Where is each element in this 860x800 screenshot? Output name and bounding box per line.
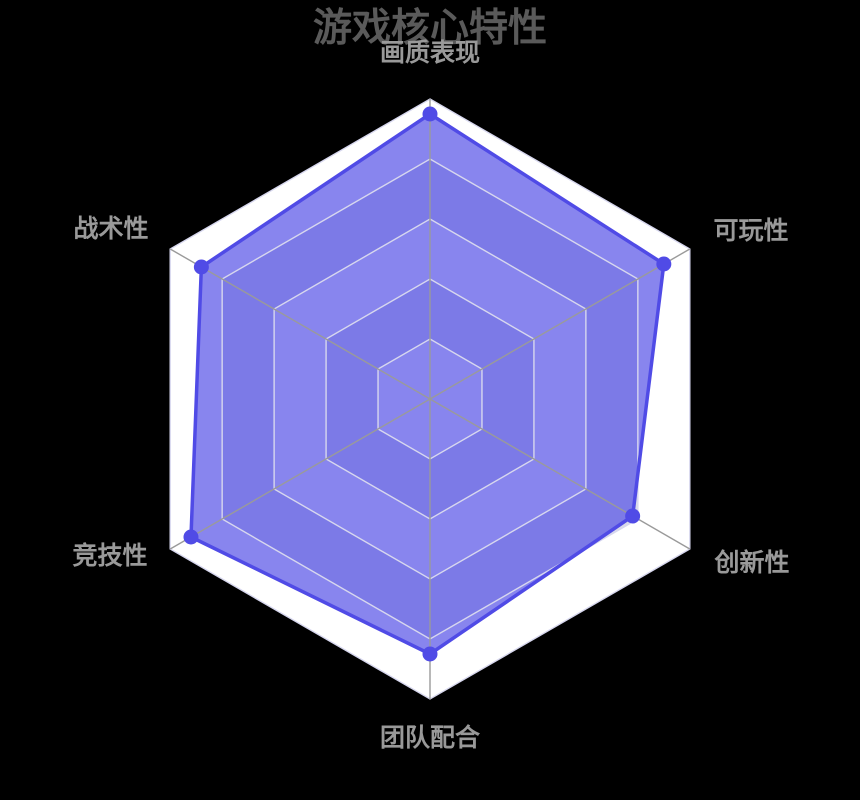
svg-text:画质表现: 画质表现 bbox=[380, 39, 480, 67]
svg-text:可玩性: 可玩性 bbox=[713, 217, 788, 245]
svg-text:竞技性: 竞技性 bbox=[72, 541, 147, 570]
svg-text:创新性: 创新性 bbox=[713, 548, 789, 577]
svg-text:团队配合: 团队配合 bbox=[380, 723, 481, 752]
svg-text:战术性: 战术性 bbox=[73, 215, 148, 243]
